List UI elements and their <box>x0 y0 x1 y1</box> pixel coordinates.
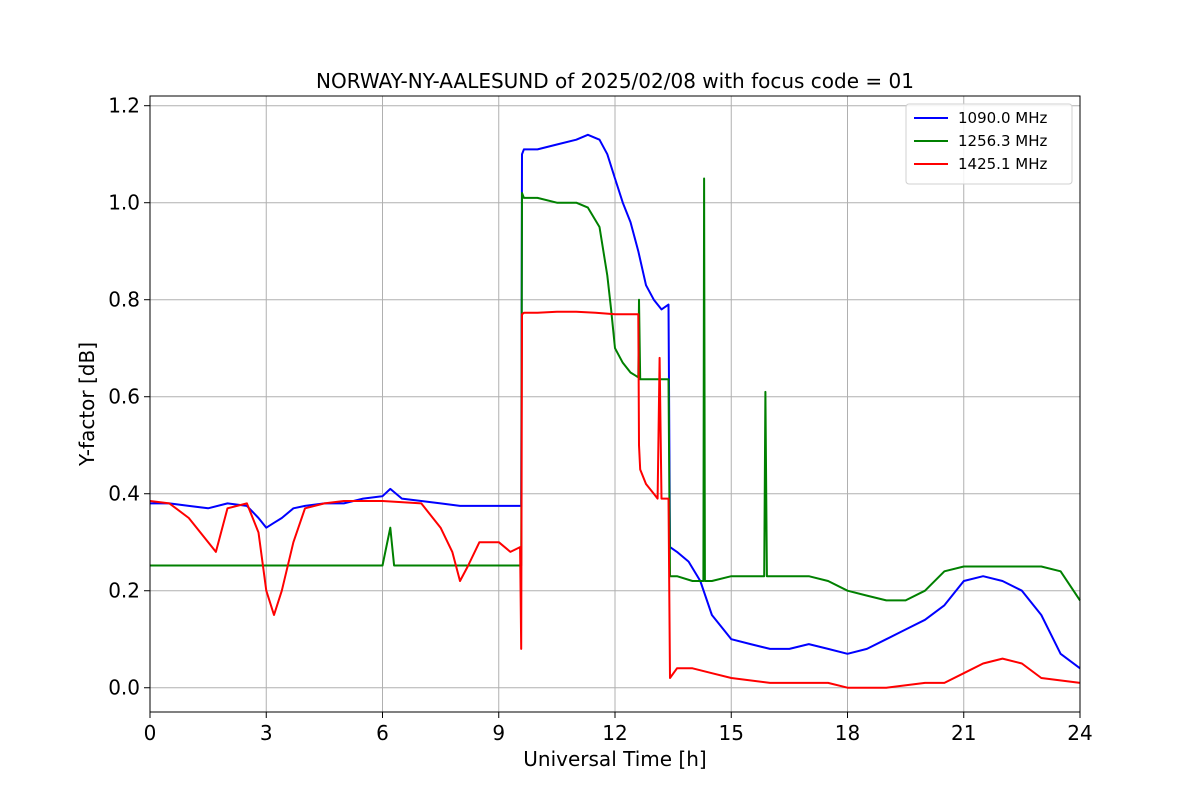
y-tick-label: 0.0 <box>108 676 140 700</box>
legend-label-2: 1425.1 MHz <box>958 155 1047 173</box>
series-layer <box>149 133 1081 689</box>
y-tick-label: 0.8 <box>108 288 140 312</box>
x-tick-label: 6 <box>376 721 389 745</box>
series-line-0 <box>150 133 1081 670</box>
legend: 1090.0 MHz 1256.3 MHz 1425.1 MHz <box>905 103 1073 185</box>
y-tick-label: 1.2 <box>108 94 140 118</box>
x-tick-label: 3 <box>260 721 273 745</box>
x-tick-label: 24 <box>1067 721 1092 745</box>
y-tick-label: 1.0 <box>108 191 140 215</box>
y-tick-label: 0.4 <box>108 482 140 506</box>
x-tick-label: 0 <box>144 721 157 745</box>
x-axis-label: Universal Time [h] <box>523 747 706 771</box>
legend-label-0: 1090.0 MHz <box>958 109 1047 127</box>
chart-title: NORWAY-NY-AALESUND of 2025/02/08 with fo… <box>316 69 914 93</box>
x-tick-label: 12 <box>602 721 627 745</box>
y-tick-label: 0.6 <box>108 385 140 409</box>
x-tick-label: 21 <box>951 721 976 745</box>
legend-label-1: 1256.3 MHz <box>958 132 1047 150</box>
series-line-2 <box>149 310 1081 689</box>
x-tick-label: 18 <box>835 721 860 745</box>
y-tick-label: 0.2 <box>108 579 140 603</box>
y-axis-label: Y-factor [dB] <box>75 342 99 467</box>
ticks: 0 3 6 9 12 15 18 21 24 0.0 0.2 0.4 0.6 0.8 1.0 1.2 <box>108 94 1093 745</box>
x-tick-label: 15 <box>719 721 744 745</box>
series-line-1 <box>150 177 1081 602</box>
x-tick-label: 9 <box>492 721 505 745</box>
